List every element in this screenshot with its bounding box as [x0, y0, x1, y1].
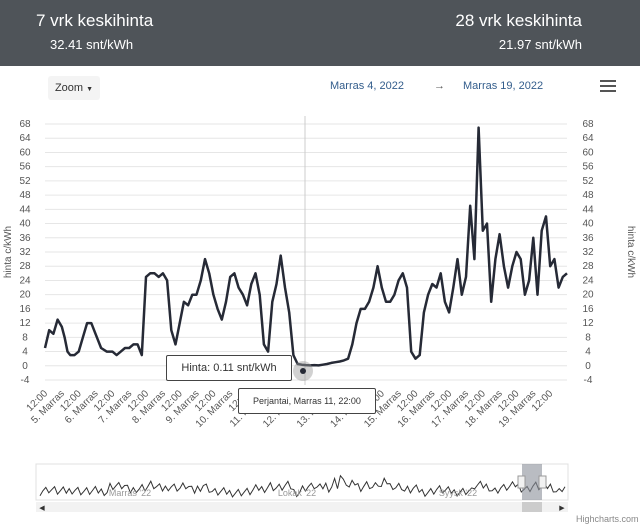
y-tick-label-right: 12: [582, 318, 594, 329]
hamburger-menu-icon[interactable]: [600, 80, 616, 94]
y-tick-label-left: 44: [19, 204, 31, 215]
y-tick-label-right: -4: [584, 375, 593, 386]
caret-down-icon: ▼: [86, 86, 94, 93]
y-tick-label-left: 52: [19, 176, 31, 187]
y-tick-label-right: 56: [582, 162, 594, 173]
date-to-input[interactable]: Marras 19, 2022: [463, 80, 544, 92]
stat-28-day-average: 28 vrk keskihinta 21.97 snt/kWh: [455, 10, 582, 55]
stats-header: 7 vrk keskihinta 32.41 snt/kWh 28 vrk ke…: [0, 0, 640, 66]
scroll-left-arrow-icon: ◀: [39, 505, 45, 512]
y-tick-label-left: -4: [21, 375, 30, 386]
y-tick-label-right: 16: [582, 304, 594, 315]
tooltip-date: Perjantai, Marras 11, 22:00: [238, 388, 376, 414]
y-tick-label-left: 40: [19, 219, 31, 230]
navigator-label: Lokak '22: [278, 488, 316, 498]
y-tick-label-right: 0: [585, 361, 591, 372]
navigator-labels: Marras '22 Lokak '22 Syysk '22: [109, 488, 477, 498]
y-tick-label-right: 8: [585, 332, 591, 343]
stat-7-day-average: 7 vrk keskihinta 32.41 snt/kWh: [36, 10, 153, 55]
navigator-scrollbar: [36, 502, 568, 512]
y-tick-label-right: 40: [582, 219, 594, 230]
navigator-series-line: [39, 474, 566, 498]
tooltip-value: Hinta: 0.11 snt/kWh: [166, 355, 292, 381]
y-tick-label-right: 48: [582, 190, 594, 201]
y-tick-label-right: 24: [582, 275, 594, 286]
y-tick-label-right: 28: [582, 261, 594, 272]
y-tick-label-right: 20: [582, 290, 594, 301]
y-tick-label-left: 32: [19, 247, 31, 258]
navigator-label: Syysk '22: [439, 488, 477, 498]
y-tick-label-left: 28: [19, 261, 31, 272]
navigator: ◀ ▶: [35, 463, 569, 512]
y-tick-label-left: 56: [19, 162, 31, 173]
y-tick-label-left: 36: [19, 233, 31, 244]
y-axis-right-label: hinta c/kWh: [625, 226, 636, 278]
y-tick-label-left: 4: [22, 347, 28, 358]
grid-lines: [45, 123, 567, 381]
stat-28-day-title: 28 vrk keskihinta: [455, 11, 582, 30]
y-tick-label-left: 60: [19, 147, 31, 158]
stat-7-day-title: 7 vrk keskihinta: [36, 11, 154, 30]
navigator-label: Marras '22: [109, 488, 151, 498]
y-tick-label-left: 20: [19, 290, 31, 301]
y-tick-label-left: 64: [19, 133, 31, 144]
navigator-handle-right[interactable]: [538, 475, 547, 489]
y-tick-label-right: 32: [582, 247, 594, 258]
stat-7-day-value: 32.41 snt/kWh: [50, 37, 134, 52]
scroll-right-arrow-icon: ▶: [559, 505, 565, 512]
series-line: [43, 126, 568, 367]
y-tick-label-left: 16: [19, 304, 31, 315]
y-tick-label-right: 36: [582, 233, 594, 244]
y-tick-label-left: 68: [19, 119, 31, 130]
credits-link[interactable]: Highcharts.com: [576, 514, 639, 524]
y-tick-label-left: 8: [22, 332, 28, 343]
stat-28-day-value: 21.97 snt/kWh: [498, 37, 582, 52]
y-tick-label-right: 68: [582, 119, 594, 130]
navigator-handle-left[interactable]: [517, 475, 526, 489]
navigator-scrollbar-thumb[interactable]: [522, 502, 542, 512]
date-from-input[interactable]: Marras 4, 2022: [330, 80, 404, 92]
y-tick-label-left: 0: [22, 361, 28, 372]
y-tick-label-right: 52: [582, 176, 594, 187]
y-tick-label-left: 12: [19, 318, 31, 329]
y-tick-label-left: 24: [19, 275, 31, 286]
zoom-dropdown-button[interactable]: Zoom ▼: [48, 76, 100, 100]
y-tick-label-left: 48: [19, 190, 31, 201]
y-tick-label-right: 4: [585, 347, 591, 358]
arrow-right-icon: →: [434, 80, 445, 92]
navigator-selected-range: [522, 464, 542, 500]
y-axis-left-label: hinta c/kWh: [3, 226, 14, 278]
zoom-label: Zoom: [54, 82, 84, 94]
y-tick-label-right: 44: [582, 204, 594, 215]
y-tick-label-right: 60: [582, 147, 594, 158]
hover-point: [300, 368, 306, 374]
y-tick-label-right: 64: [582, 133, 594, 144]
